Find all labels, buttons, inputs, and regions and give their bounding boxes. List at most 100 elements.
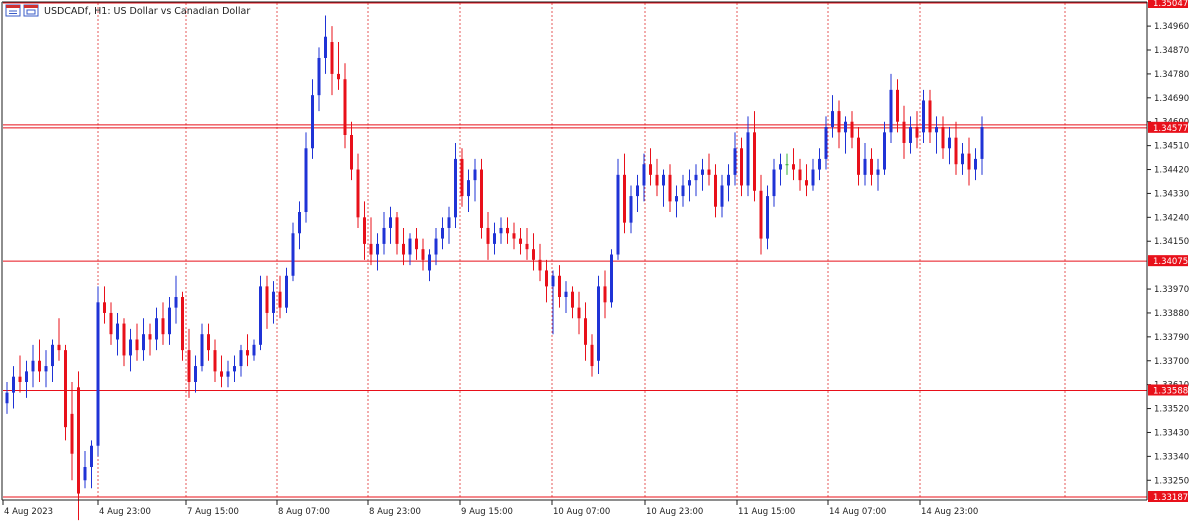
candle[interactable] (434, 227, 438, 266)
candle[interactable] (876, 158, 880, 191)
candle[interactable] (525, 227, 529, 260)
candle[interactable] (480, 158, 483, 239)
candle[interactable] (239, 344, 243, 377)
candle[interactable] (733, 132, 737, 186)
candle[interactable] (954, 121, 958, 175)
candle[interactable] (980, 116, 984, 175)
candle[interactable] (324, 15, 327, 74)
candle[interactable] (844, 116, 847, 154)
candle[interactable] (909, 116, 912, 154)
candle[interactable] (168, 297, 171, 345)
candle[interactable] (467, 169, 470, 213)
chart-window-icon[interactable] (5, 4, 21, 17)
candle[interactable] (850, 111, 854, 149)
candle[interactable] (837, 100, 841, 149)
candle[interactable] (740, 137, 743, 197)
candle[interactable] (415, 227, 418, 260)
candle[interactable] (116, 312, 119, 356)
candle[interactable] (597, 275, 600, 375)
candle[interactable] (473, 158, 477, 202)
candle[interactable] (746, 116, 750, 197)
candle[interactable] (135, 323, 139, 361)
candle[interactable] (174, 275, 178, 324)
candle[interactable] (317, 47, 321, 112)
candle[interactable] (83, 451, 87, 489)
candle[interactable] (499, 217, 503, 244)
candle[interactable] (720, 174, 724, 218)
candle[interactable] (941, 116, 945, 159)
candle[interactable] (883, 121, 886, 175)
candle[interactable] (272, 281, 275, 324)
candle[interactable] (766, 185, 769, 250)
candle[interactable] (974, 148, 977, 181)
candle[interactable] (753, 111, 756, 202)
candle[interactable] (25, 360, 28, 398)
candle[interactable] (902, 105, 906, 159)
candle[interactable] (460, 148, 464, 207)
candle[interactable] (350, 121, 353, 181)
candle[interactable] (675, 185, 678, 218)
candle[interactable] (811, 158, 815, 191)
candle[interactable] (96, 286, 100, 457)
candle[interactable] (64, 344, 67, 441)
candle[interactable] (161, 302, 165, 345)
candle[interactable] (454, 142, 457, 228)
candle[interactable] (863, 142, 867, 186)
candle[interactable] (486, 212, 490, 260)
candle[interactable] (155, 307, 158, 351)
candle[interactable] (785, 153, 789, 175)
candle[interactable] (213, 339, 217, 382)
candle[interactable] (532, 233, 535, 271)
candle[interactable] (772, 158, 776, 207)
candle[interactable] (506, 217, 509, 244)
candle[interactable] (694, 164, 698, 197)
chart-window-icon-secondary[interactable] (23, 4, 39, 17)
candle[interactable] (558, 265, 561, 308)
candle[interactable] (610, 249, 613, 308)
candle[interactable] (51, 339, 54, 382)
candle[interactable] (103, 286, 106, 324)
candle[interactable] (90, 440, 93, 489)
candle[interactable] (259, 275, 262, 351)
candle[interactable] (870, 148, 873, 186)
candle[interactable] (298, 201, 301, 250)
candle[interactable] (129, 328, 132, 372)
candle[interactable] (701, 158, 704, 191)
candle[interactable] (395, 212, 399, 255)
candle[interactable] (376, 233, 379, 271)
candle[interactable] (655, 158, 659, 197)
candle[interactable] (779, 153, 782, 186)
candle[interactable] (824, 116, 828, 170)
candle[interactable] (330, 26, 334, 96)
candle[interactable] (714, 164, 717, 218)
candle[interactable] (519, 227, 522, 255)
candle[interactable] (194, 355, 197, 393)
candle[interactable] (402, 227, 405, 266)
candle[interactable] (382, 212, 386, 255)
candle[interactable] (363, 201, 366, 260)
candle[interactable] (759, 174, 763, 255)
candle[interactable] (629, 185, 633, 234)
candle[interactable] (226, 360, 230, 388)
candle[interactable] (831, 95, 834, 138)
candle[interactable] (915, 111, 919, 149)
candle[interactable] (148, 323, 152, 356)
candle[interactable] (252, 339, 256, 361)
candle[interactable] (798, 158, 802, 191)
candle[interactable] (551, 270, 555, 335)
candle[interactable] (538, 243, 542, 282)
candle[interactable] (662, 169, 665, 207)
candle[interactable] (681, 174, 685, 207)
candle[interactable] (389, 206, 392, 244)
candle[interactable] (38, 339, 41, 382)
candle[interactable] (44, 350, 48, 388)
candle[interactable] (649, 148, 652, 186)
candle[interactable] (343, 63, 347, 149)
candle[interactable] (512, 222, 516, 250)
candle[interactable] (727, 164, 730, 202)
candle[interactable] (142, 318, 145, 361)
candle[interactable] (805, 164, 808, 197)
candle[interactable] (408, 233, 412, 266)
candle[interactable] (922, 89, 925, 143)
candle[interactable] (5, 381, 9, 414)
